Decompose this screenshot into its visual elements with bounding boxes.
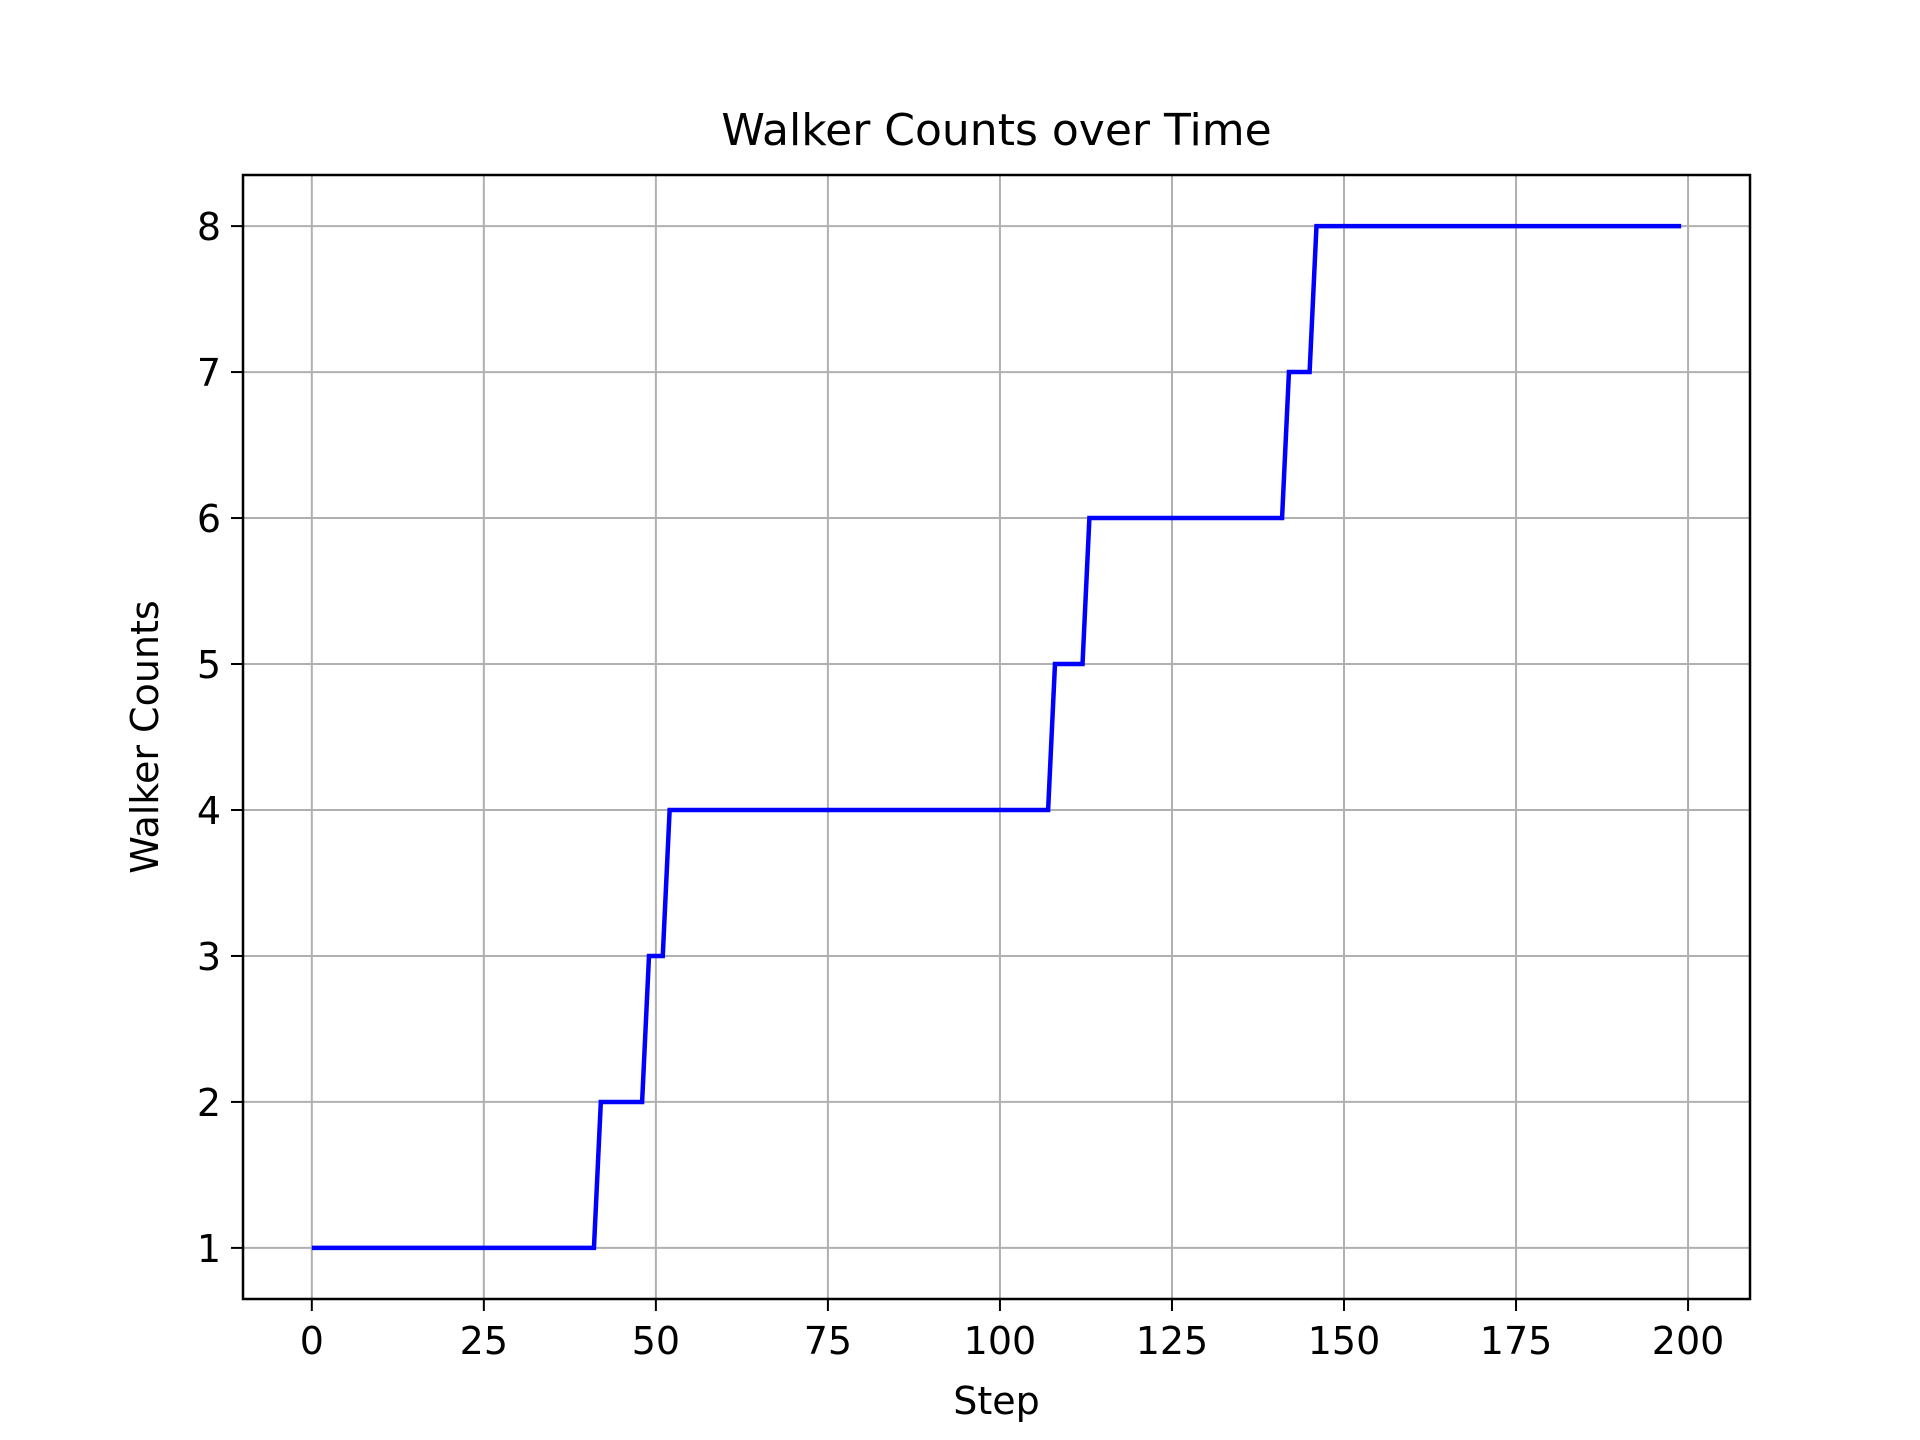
x-axis-label: Step	[953, 1379, 1040, 1423]
grid	[243, 175, 1750, 1299]
ticks: 0 25 50 75 100 125 150 175 200 1 2 3 4 5 6 7 8	[197, 205, 1725, 1363]
series-line	[311, 223, 1682, 1251]
x-tick-label: 25	[460, 1319, 508, 1363]
y-tick-label: 8	[197, 205, 221, 249]
y-axis-label: Walker Counts	[123, 600, 167, 873]
y-tick-label: 3	[197, 935, 221, 979]
y-tick-label: 7	[197, 351, 221, 395]
y-tick-label: 1	[197, 1227, 221, 1271]
x-tick-label: 200	[1652, 1319, 1725, 1363]
axes-frame	[241, 173, 1752, 1301]
x-tick-label: 150	[1308, 1319, 1381, 1363]
y-tick-label: 6	[197, 497, 221, 541]
x-tick-label: 125	[1136, 1319, 1209, 1363]
x-tick-label: 175	[1480, 1319, 1553, 1363]
chart-title: Walker Counts over Time	[721, 105, 1271, 156]
x-tick-label: 75	[804, 1319, 852, 1363]
data-area	[311, 223, 1682, 1251]
x-tick-label: 100	[964, 1319, 1037, 1363]
y-tick-label: 2	[197, 1081, 221, 1125]
y-tick-label: 5	[197, 643, 221, 687]
y-tick-label: 4	[197, 789, 221, 833]
x-tick-label: 50	[632, 1319, 680, 1363]
x-tick-label: 0	[300, 1319, 324, 1363]
